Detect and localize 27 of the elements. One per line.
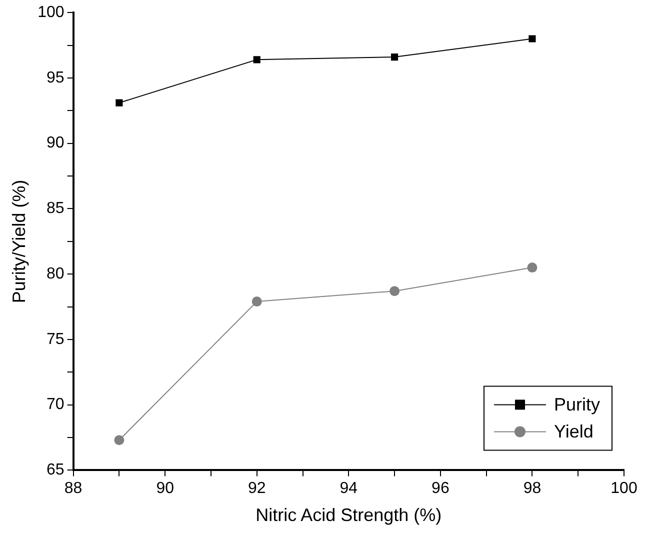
x-tick-label: 98 xyxy=(523,480,542,498)
point xyxy=(252,296,262,307)
y-tick-label: 70 xyxy=(46,396,64,414)
x-tick-label: 92 xyxy=(248,480,266,498)
y-tick-label: 65 xyxy=(46,462,64,479)
point xyxy=(391,54,398,61)
legend-label: Purity xyxy=(554,394,600,415)
point xyxy=(528,35,536,42)
y-tick-label: 85 xyxy=(46,200,64,218)
x-tick-label: 100 xyxy=(610,480,638,498)
x-tick-label: 90 xyxy=(156,480,174,498)
y-tick-label: 80 xyxy=(46,265,64,282)
legend-label: Yield xyxy=(554,422,594,442)
y-tick-label: 95 xyxy=(46,69,64,86)
point xyxy=(390,286,400,296)
x-tick-label: 96 xyxy=(432,480,450,498)
y-tick-label: 100 xyxy=(38,4,64,22)
point xyxy=(253,56,260,64)
x-tick-label: 88 xyxy=(64,480,82,498)
x-axis-title: Nitric Acid Strength (%) xyxy=(256,505,442,526)
y-tick-label: 75 xyxy=(46,330,64,348)
y-axis-title: Purity/Yield (%) xyxy=(8,180,29,304)
x-tick-label: 94 xyxy=(340,480,358,498)
point xyxy=(114,435,124,446)
point xyxy=(116,99,123,106)
y-tick-label: 90 xyxy=(46,134,64,152)
point xyxy=(527,262,538,273)
